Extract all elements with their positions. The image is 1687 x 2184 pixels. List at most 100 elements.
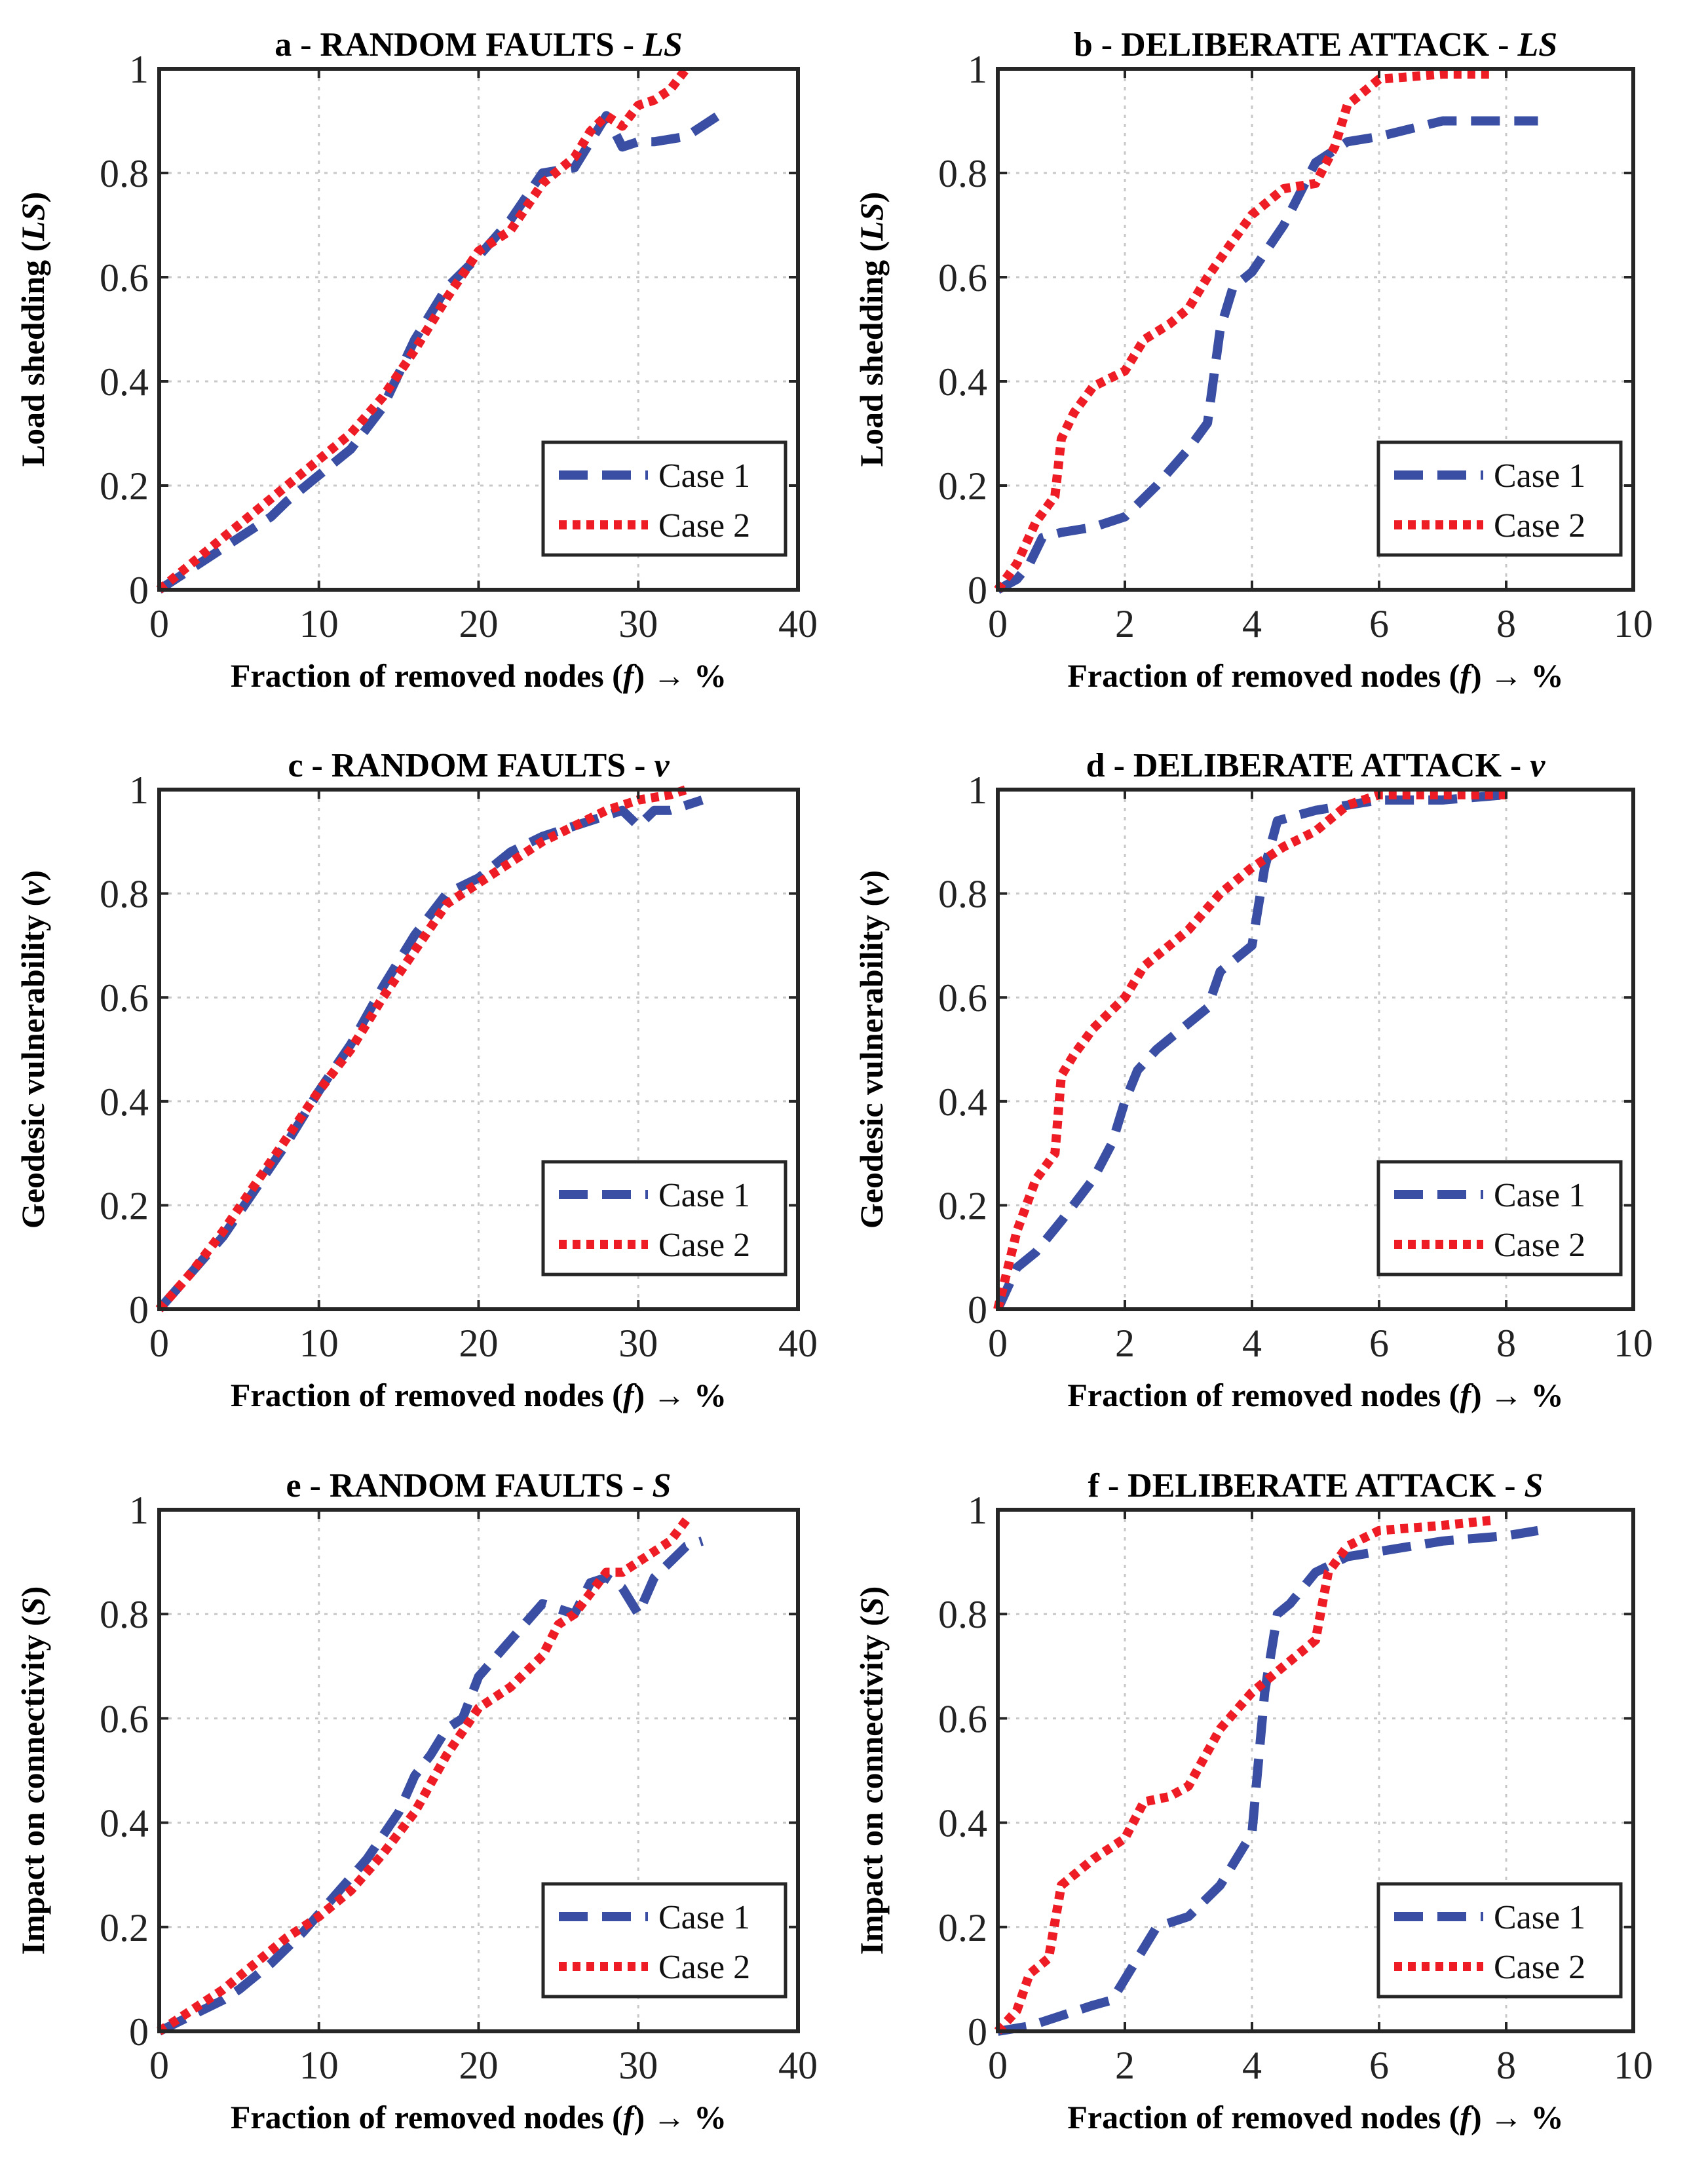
y-tick-label: 0.2 xyxy=(938,1906,987,1949)
series-line-case-1 xyxy=(995,116,1538,594)
chart-title-text: c - RANDOM FAULTS - xyxy=(288,747,654,784)
x-axis-label-end: ) → % xyxy=(1471,657,1564,694)
y-axis-label-symbol: S xyxy=(853,1597,890,1615)
chart-a: 0 10 20 30 40 0 0.2 0.4 0.6 0.8 1 a - RANDOM FAULTS… xyxy=(14,26,818,694)
y-axis-label-text: Load shedding ( xyxy=(853,241,890,467)
legend-box xyxy=(1376,1160,1623,1276)
chart-f: 0 2 4 6 8 10 0 0.2 0.4 0.6 0.8 1 f - DELIBERATE ATTA… xyxy=(853,1467,1653,2136)
y-axis-label-end: ) xyxy=(14,870,51,881)
y-tick-label: 0.2 xyxy=(938,465,987,508)
x-axis-label-symbol: f xyxy=(1460,657,1473,694)
y-tick-label: 1 xyxy=(129,48,149,91)
legend-box xyxy=(1376,440,1623,557)
x-tick-label: 2 xyxy=(1115,1322,1135,1365)
x-tick-label: 10 xyxy=(1614,602,1653,645)
x-axis-label: Fraction of removed nodes (f) → % xyxy=(1067,1377,1563,1413)
x-tick-label: 8 xyxy=(1496,1322,1516,1365)
y-axis-label-end: ) xyxy=(853,1586,890,1598)
y-axis-label-end: ) xyxy=(14,192,51,203)
y-axis-label: Impact on connectivity (S) xyxy=(14,1586,51,1955)
x-tick-label: 10 xyxy=(299,1322,339,1365)
y-axis-label-end: ) xyxy=(14,1586,51,1598)
y-axis-label-text: Geodesic vulnerability ( xyxy=(853,896,890,1229)
legend-label-case-2: Case 2 xyxy=(1494,1227,1585,1264)
series-line-case-2 xyxy=(157,1517,690,2035)
x-axis-label-text: Fraction of removed nodes ( xyxy=(231,657,623,694)
x-tick-label: 10 xyxy=(1614,1322,1653,1365)
x-axis-label-end: ) → % xyxy=(634,2099,727,2136)
x-axis-label-end: ) → % xyxy=(1471,2099,1564,2136)
x-axis-label-symbol: f xyxy=(623,657,637,694)
x-tick-label: 10 xyxy=(1614,2044,1653,2087)
y-tick-label: 0 xyxy=(968,569,987,612)
y-axis-label: Impact on connectivity (S) xyxy=(853,1586,890,1955)
chart-title: d - DELIBERATE ATTACK - ν xyxy=(1086,747,1546,784)
chart-title-symbol: LS xyxy=(642,26,683,64)
legend-label-case-2: Case 2 xyxy=(1494,507,1585,545)
x-tick-label: 30 xyxy=(618,1322,658,1365)
x-tick-label: 40 xyxy=(778,602,818,645)
series-line-case-1 xyxy=(996,1525,1539,2036)
y-tick-label: 0.4 xyxy=(100,1081,149,1124)
chart-d: 0 2 4 6 8 10 0 0.2 0.4 0.6 0.8 1 d - DELIBERATE ATTA… xyxy=(853,747,1653,1413)
x-tick-label: 30 xyxy=(618,602,658,645)
legend-box xyxy=(1376,1882,1623,1999)
legend-label-case-1: Case 1 xyxy=(658,1177,750,1214)
x-tick-label: 20 xyxy=(459,2044,499,2087)
legend-label-case-1: Case 1 xyxy=(658,1899,750,1936)
y-axis-label: Geodesic vulnerability (ν) xyxy=(853,870,890,1229)
y-tick-label: 0.6 xyxy=(100,1697,149,1740)
series-line-case-1 xyxy=(993,790,1507,1311)
x-axis-label-end: ) → % xyxy=(634,1377,727,1413)
x-axis-label-end: ) → % xyxy=(634,657,727,694)
x-axis-label-symbol: f xyxy=(623,1377,637,1413)
y-tick-label: 0.8 xyxy=(100,873,149,916)
axes-frame xyxy=(996,1508,1635,2033)
chart-title-text: a - RANDOM FAULTS - xyxy=(275,26,643,64)
y-axis-label-symbol: ν xyxy=(853,881,890,896)
legend-label-case-2: Case 2 xyxy=(658,1227,750,1264)
y-tick-label: 1 xyxy=(129,769,149,812)
y-tick-label: 0 xyxy=(968,2010,987,2054)
x-axis-label-text: Fraction of removed nodes ( xyxy=(231,2099,623,2136)
legend-box xyxy=(541,440,787,557)
x-tick-label: 20 xyxy=(459,602,499,645)
series-line-case-2 xyxy=(994,69,1494,593)
series-line-case-1 xyxy=(155,795,704,1312)
x-tick-label: 0 xyxy=(149,602,169,645)
y-tick-label: 0 xyxy=(129,2010,149,2054)
y-axis-label: Geodesic vulnerability (ν) xyxy=(14,870,51,1229)
x-tick-label: 40 xyxy=(778,1322,818,1365)
x-tick-label: 2 xyxy=(1115,602,1135,645)
y-tick-label: 0.2 xyxy=(100,465,149,508)
x-tick-label: 2 xyxy=(1115,2044,1135,2087)
legend-box xyxy=(541,1882,787,1999)
y-tick-label: 0.4 xyxy=(938,1081,987,1124)
x-axis-label-symbol: f xyxy=(1460,2099,1473,2136)
legend: Case 1 Case 2 xyxy=(541,1882,787,1999)
y-tick-label: 0.4 xyxy=(100,1802,149,1845)
y-tick-label: 0.8 xyxy=(938,873,987,916)
x-tick-label: 4 xyxy=(1242,602,1262,645)
y-tick-label: 0.6 xyxy=(938,256,987,299)
x-tick-label: 6 xyxy=(1369,1322,1389,1365)
x-tick-label: 4 xyxy=(1242,1322,1262,1365)
x-tick-label: 20 xyxy=(459,1322,499,1365)
y-axis-label-text: Geodesic vulnerability ( xyxy=(14,896,51,1229)
chart-b: 0 2 4 6 8 10 0 0.2 0.4 0.6 0.8 1 b - DELIBERATE ATTA… xyxy=(853,26,1653,694)
y-tick-label: 0.6 xyxy=(938,1697,987,1740)
y-tick-label: 0.8 xyxy=(100,152,149,195)
legend-label-case-2: Case 2 xyxy=(658,1949,750,1986)
x-axis-label: Fraction of removed nodes (f) → % xyxy=(1067,2099,1563,2136)
y-tick-label: 0 xyxy=(968,1288,987,1331)
y-axis-label: Load shedding (LS) xyxy=(14,192,51,467)
x-tick-label: 30 xyxy=(618,2044,658,2087)
y-axis-label-text: Impact on connectivity ( xyxy=(14,1615,51,1955)
chart-title: f - DELIBERATE ATTACK - S xyxy=(1088,1467,1544,1504)
y-axis-label-text: Impact on connectivity ( xyxy=(853,1615,890,1955)
series-line-case-1 xyxy=(157,1537,704,2036)
y-tick-label: 1 xyxy=(968,769,987,812)
legend-label-case-1: Case 1 xyxy=(1494,1899,1585,1936)
y-tick-label: 1 xyxy=(968,1489,987,1532)
